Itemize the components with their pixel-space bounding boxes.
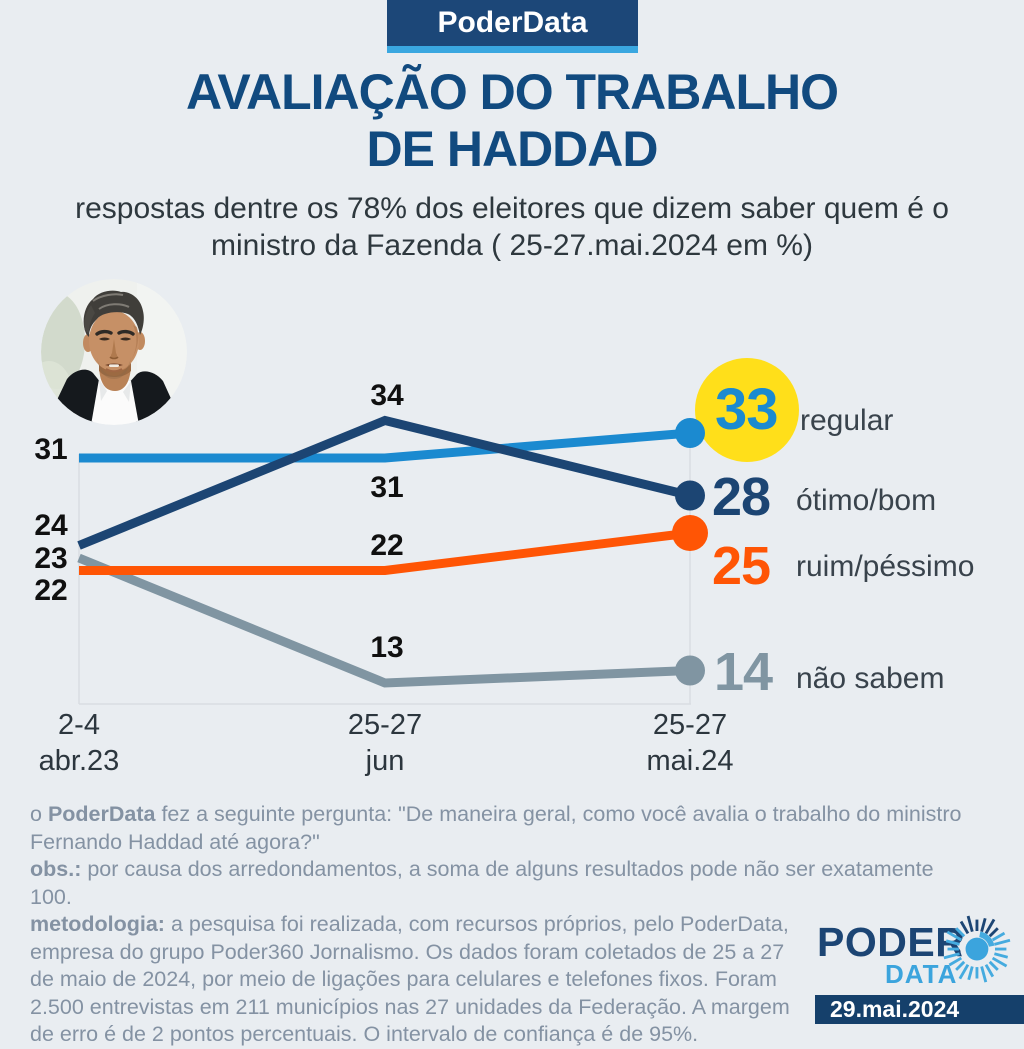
rounding-note: obs.: por causa dos arredondamentos, a s… [30,857,934,909]
poderdata-sunburst-icon [943,915,1011,983]
series-name-regular: regular [800,404,894,437]
end-value-otimo_bom: 28 [712,466,771,527]
page-subtitle-line1: respostas dentre os 78% dos eleitores qu… [75,192,949,225]
poderdata-badge: PoderData [387,0,638,46]
date-badge: 29.mai.2024 [815,995,1024,1024]
page-title: AVALIAÇÃO DO TRABALHO DE HADDAD [0,64,1024,178]
series-end-dot-otimo_bom [675,480,705,511]
series-end-dot-ruim_pessimo [672,515,708,551]
value-label-ruim_pessimo-1: 22 [370,528,404,562]
haddad-photo [41,279,187,425]
x-axis-label-0: 2-4 abr.23 [38,709,120,777]
value-label-otimo_bom-1: 34 [370,378,404,412]
x-axis-label-2: 25-27 mai.24 [646,709,734,777]
series-name-nao_sabem: não sabem [796,661,945,695]
value-label-nao_sabem-0: 23 [34,542,68,575]
page-title-line1: AVALIAÇÃO DO TRABALHO [185,64,839,120]
end-value-nao_sabem: 14 [714,641,773,702]
highlight-circle [695,358,799,462]
series-line-nao_sabem [77,553,691,688]
series-line-regular [79,428,691,463]
series-line-otimo_bom [77,415,692,550]
series-line-ruim_pessimo [79,528,691,575]
page-subtitle: respostas dentre os 78% dos eleitores qu… [0,190,1024,264]
haddad-portrait-illustration [41,279,187,425]
page-title-line2: DE HADDAD [366,121,659,177]
end-value-regular: 33 [715,377,779,442]
end-value-ruim_pessimo: 25 [712,536,771,596]
methodology-note: metodologia: a pesquisa foi realizada, c… [30,912,790,1046]
data-logo-text: DATA [885,959,958,989]
poder-logo-text: PODER [817,919,966,965]
series-end-dot-regular [675,418,705,448]
value-label-regular-0: 31 [34,433,68,466]
question-note: o PoderData fez a seguinte pergunta: "De… [30,802,962,854]
value-label-ruim_pessimo-0: 22 [34,573,68,607]
x-axis-label-1: 25-27 jun [347,709,423,777]
series-name-otimo_bom: ótimo/bom [796,483,937,517]
poderdata-badge-label: PoderData [437,6,588,39]
series-name-ruim_pessimo: ruim/péssimo [796,550,975,583]
date-badge-label: 29.mai.2024 [830,996,960,1022]
value-label-nao_sabem-1: 13 [370,631,404,664]
value-label-regular-1: 31 [370,471,404,504]
value-label-otimo_bom-0: 24 [34,508,68,542]
badge-accent-strip [387,46,638,53]
page-subtitle-line2: ministro da Fazenda ( 25-27.mai.2024 em … [211,229,813,262]
series-end-dot-nao_sabem [675,655,705,686]
